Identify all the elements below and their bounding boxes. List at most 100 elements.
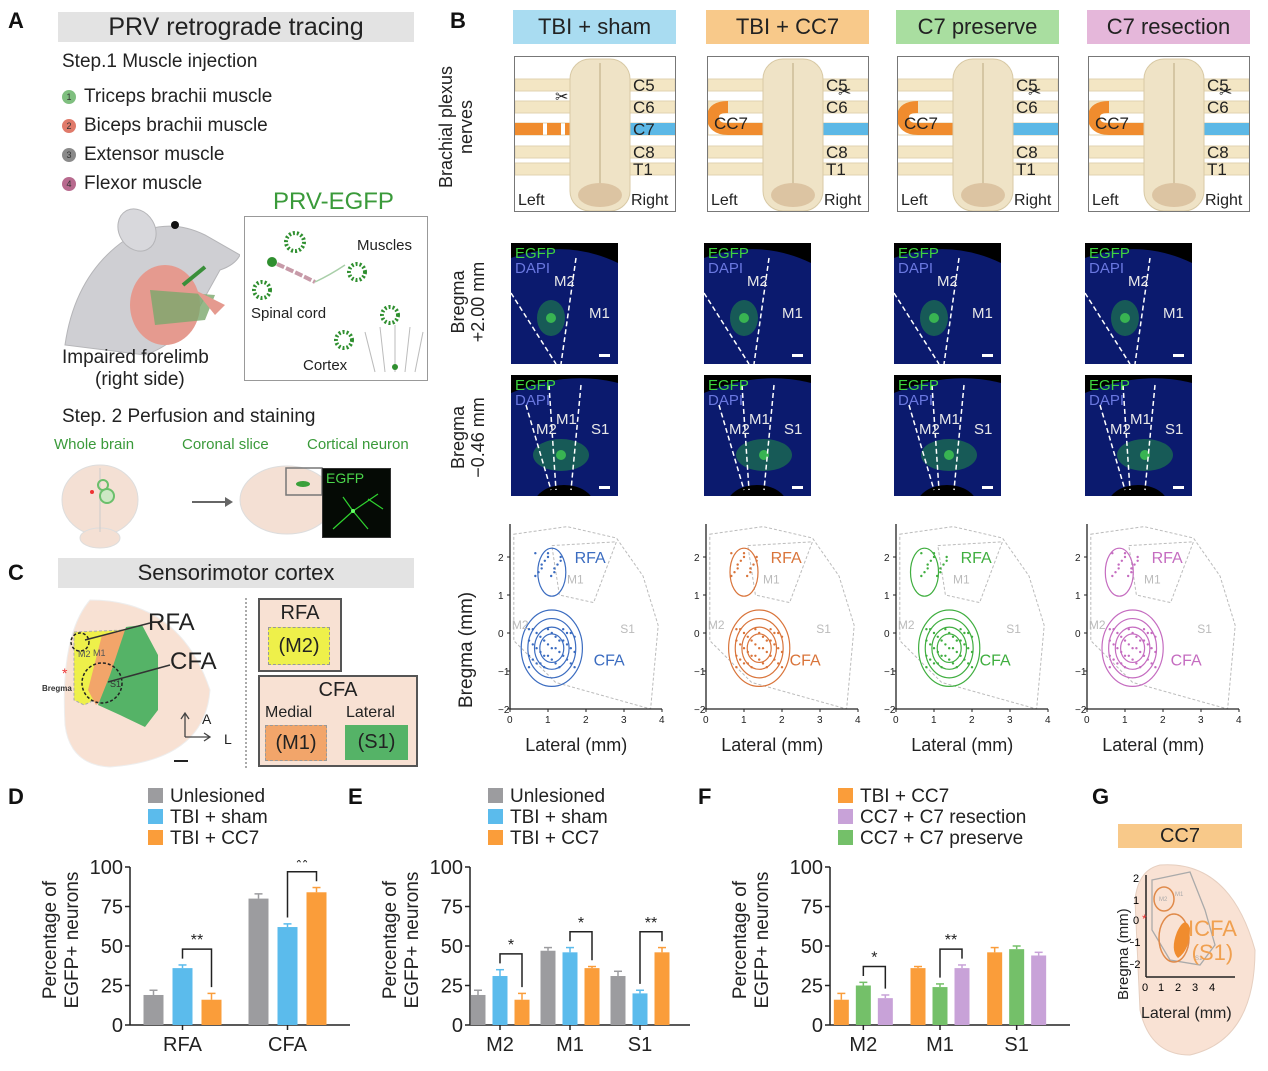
virus-cortex-label: Cortex bbox=[303, 357, 348, 374]
x-tick-label: 3 bbox=[1007, 715, 1013, 726]
cfa-label: CFA bbox=[594, 653, 625, 670]
panel-d-label: D bbox=[8, 784, 24, 809]
svg-text:0: 0 bbox=[1133, 915, 1139, 927]
dapi-stain-label: DAPI bbox=[1089, 260, 1125, 277]
bar bbox=[584, 968, 600, 1025]
scale-bar bbox=[1173, 354, 1184, 357]
row-label-bregma-minus046-2: −0.46 mm bbox=[468, 397, 488, 478]
density-map: 0 1 2 3 4 2 1 0 −1 −2 RFA CFA M1 M2 S1 Lateral (mm) bbox=[694, 524, 861, 755]
neuron-point bbox=[1142, 654, 1146, 657]
y-tick-label: 0 bbox=[112, 1015, 123, 1037]
scale-bar bbox=[174, 760, 188, 762]
significance-marker: * bbox=[578, 915, 584, 932]
cfa-contour bbox=[1108, 617, 1158, 679]
neuron-point bbox=[546, 628, 550, 631]
g-xlabel: Lateral (mm) bbox=[1141, 1005, 1232, 1022]
muscle-number-badge: 2 bbox=[62, 119, 76, 133]
significance-marker: ** bbox=[645, 915, 657, 932]
neuron-point bbox=[944, 654, 947, 657]
neuron-point bbox=[959, 628, 962, 631]
y-tick-label: −1 bbox=[884, 667, 896, 678]
neuron-point bbox=[527, 628, 531, 631]
y-tick-label: 0 bbox=[498, 629, 504, 640]
m2-region-label: M2 bbox=[898, 618, 915, 632]
neuron-point bbox=[1154, 650, 1157, 654]
neuron-point bbox=[1133, 563, 1136, 566]
neuron-point bbox=[573, 650, 576, 654]
svg-text:3: 3 bbox=[1192, 982, 1198, 994]
group-header: TBI + sham bbox=[513, 10, 676, 44]
rfa-label: RFA bbox=[771, 550, 802, 567]
y-tick-label: 50 bbox=[441, 936, 463, 958]
legend-item: TBI + CC7 bbox=[148, 828, 259, 849]
muscle-item: 2 Biceps brachii muscle bbox=[62, 115, 268, 137]
legend-label: TBI + CC7 bbox=[510, 828, 600, 849]
dapi-stain-label: DAPI bbox=[708, 392, 744, 409]
legend-item: TBI + CC7 bbox=[488, 828, 599, 849]
significance-bracket bbox=[639, 931, 663, 984]
neuron-point bbox=[765, 650, 768, 654]
neuron-point bbox=[773, 631, 776, 635]
neuron-point bbox=[1154, 666, 1157, 669]
region-label-m2: M2 bbox=[1128, 273, 1149, 290]
neuron-point bbox=[553, 567, 556, 570]
y-tick-label: 2 bbox=[1075, 553, 1081, 564]
mouse-illustration bbox=[64, 208, 240, 356]
neuron-point bbox=[780, 666, 784, 669]
panel-c-divider bbox=[245, 598, 247, 768]
bar bbox=[201, 999, 222, 1025]
neuron-point bbox=[736, 567, 739, 570]
virus-diagram bbox=[252, 231, 424, 373]
neuron-point bbox=[554, 662, 557, 665]
g-ylabel: Bregma (mm) bbox=[1115, 908, 1132, 1000]
region-label-s1: S1 bbox=[784, 421, 803, 438]
cfa-contour bbox=[734, 617, 784, 679]
neuron-point bbox=[1136, 559, 1139, 562]
neuron-point bbox=[1116, 631, 1119, 635]
micrograph: EGFP DAPI M2 M1 S1 bbox=[511, 375, 618, 496]
region-label-m2: M2 bbox=[919, 421, 940, 438]
stage-whole-brain: Whole brain bbox=[54, 436, 135, 453]
x-category-label: M1 bbox=[556, 1034, 584, 1056]
neuron-point bbox=[539, 662, 542, 665]
cfa-contour bbox=[727, 609, 791, 688]
neuron-point bbox=[945, 559, 948, 562]
neuron-point bbox=[739, 643, 742, 646]
x-tick-label: 0 bbox=[507, 715, 513, 726]
legend-swatch bbox=[148, 788, 163, 803]
neuron-point bbox=[543, 654, 546, 657]
micrograph: EGFP DAPI M2 M1 bbox=[511, 243, 618, 364]
stage-coronal-slice: Coronal slice bbox=[182, 436, 269, 453]
region-label-m2: M2 bbox=[1110, 421, 1131, 438]
neuron-point bbox=[755, 559, 758, 562]
legend-item: Unlesioned bbox=[148, 786, 265, 807]
neuron-point bbox=[527, 654, 531, 657]
density-map: 0 1 2 3 4 2 1 0 −1 −2 RFA CFA M1 M2 S1 Lateral (mm) bbox=[1075, 524, 1242, 755]
neuron-point bbox=[948, 631, 951, 635]
nerve-label: C7 bbox=[633, 120, 655, 139]
neuron-point bbox=[1150, 631, 1153, 635]
s1-region-label: S1 bbox=[1006, 622, 1021, 636]
x-category-label: M1 bbox=[926, 1034, 954, 1056]
cfa-box: CFA Medial Lateral (M1) (S1) bbox=[258, 675, 418, 767]
egfp-stain-label: EGFP bbox=[515, 245, 556, 262]
neuron-point bbox=[1112, 628, 1115, 631]
rfa-label: RFA bbox=[1152, 550, 1183, 567]
neuron-point bbox=[1111, 574, 1114, 578]
nerve-label: T1 bbox=[1207, 160, 1227, 179]
neuron-point bbox=[742, 552, 746, 555]
neuron-point bbox=[750, 654, 753, 657]
neuron-point bbox=[539, 650, 542, 654]
neuron-point bbox=[758, 631, 761, 635]
neuron-point bbox=[749, 571, 752, 574]
virus-muscles-label: Muscles bbox=[357, 237, 413, 254]
nerve-label: C8 bbox=[1016, 143, 1038, 162]
neuron-point bbox=[929, 628, 932, 631]
scale-bar bbox=[1173, 486, 1184, 489]
neuron-point bbox=[940, 666, 943, 669]
neuron-point bbox=[739, 628, 742, 631]
neuron-point bbox=[761, 662, 765, 665]
neuron-point bbox=[1123, 654, 1127, 657]
y-tick-label: 100 bbox=[90, 860, 123, 879]
significance-bracket bbox=[181, 948, 213, 988]
